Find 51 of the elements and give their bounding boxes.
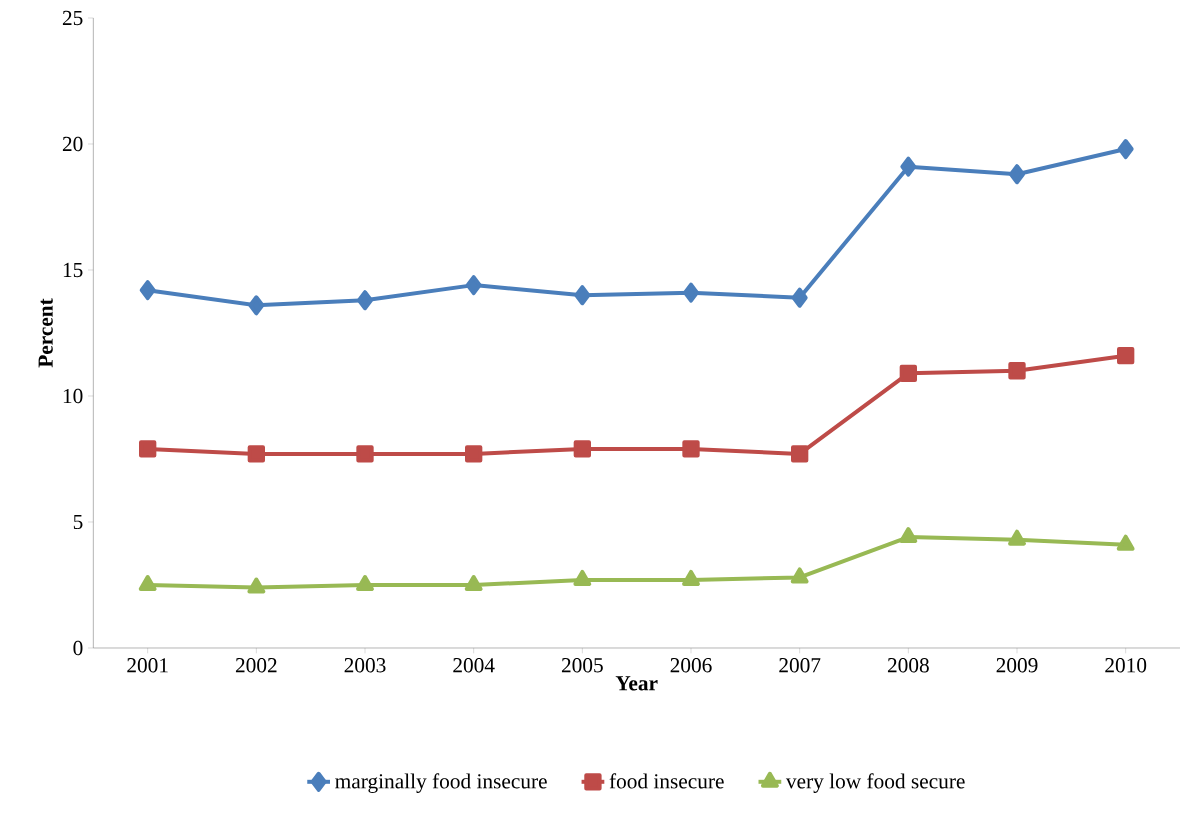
point: [138, 574, 157, 591]
x-tick-label: 2008: [887, 658, 929, 673]
point: [1008, 529, 1026, 546]
point: [683, 282, 699, 303]
point: [356, 445, 374, 463]
y-tick-label: 5: [73, 514, 83, 530]
x-tick-label: 2010: [1105, 658, 1147, 673]
point: [1008, 362, 1026, 380]
x-tick-label: 2009: [996, 658, 1038, 673]
point: [682, 440, 700, 458]
legend-label: very low food secure: [785, 773, 965, 793]
point: [573, 569, 592, 586]
x-tick-label: 2007: [779, 658, 821, 673]
point: [1116, 534, 1135, 551]
legend-label: food insecure: [609, 773, 724, 789]
point: [248, 295, 265, 316]
x-tick-label: 2003: [344, 658, 386, 673]
legend-label: marginally food insecure: [335, 773, 547, 793]
x-tick-label: 2004: [453, 658, 495, 673]
point: [682, 569, 700, 586]
x-tick-label: 2005: [561, 658, 603, 673]
point: [791, 287, 808, 308]
point: [1117, 347, 1135, 365]
point: [1009, 164, 1025, 185]
x-axis-title: Year: [615, 676, 658, 691]
point: [790, 567, 809, 584]
point: [574, 285, 591, 306]
point: [356, 574, 374, 591]
point: [791, 445, 809, 463]
y-tick-label: 15: [63, 262, 83, 278]
y-tick-label: 25: [62, 10, 83, 26]
y-tick-label: 10: [63, 388, 83, 404]
point: [899, 364, 917, 382]
x-tick-label: 2002: [235, 658, 277, 673]
y-tick-label: 20: [62, 136, 83, 152]
point: [900, 156, 917, 177]
point: [465, 275, 482, 296]
point: [139, 280, 156, 301]
y-axis-title: Percent: [38, 298, 53, 368]
point: [1117, 139, 1134, 160]
point: [247, 577, 266, 594]
point: [247, 445, 265, 463]
point: [573, 440, 592, 458]
point: [139, 440, 157, 458]
point: [465, 445, 483, 463]
point: [899, 527, 918, 544]
point: [357, 290, 373, 311]
point: [464, 574, 483, 591]
y-tick-label: 0: [73, 640, 83, 656]
x-tick-label: 2006: [670, 658, 712, 673]
x-tick-label: 2001: [127, 658, 168, 673]
